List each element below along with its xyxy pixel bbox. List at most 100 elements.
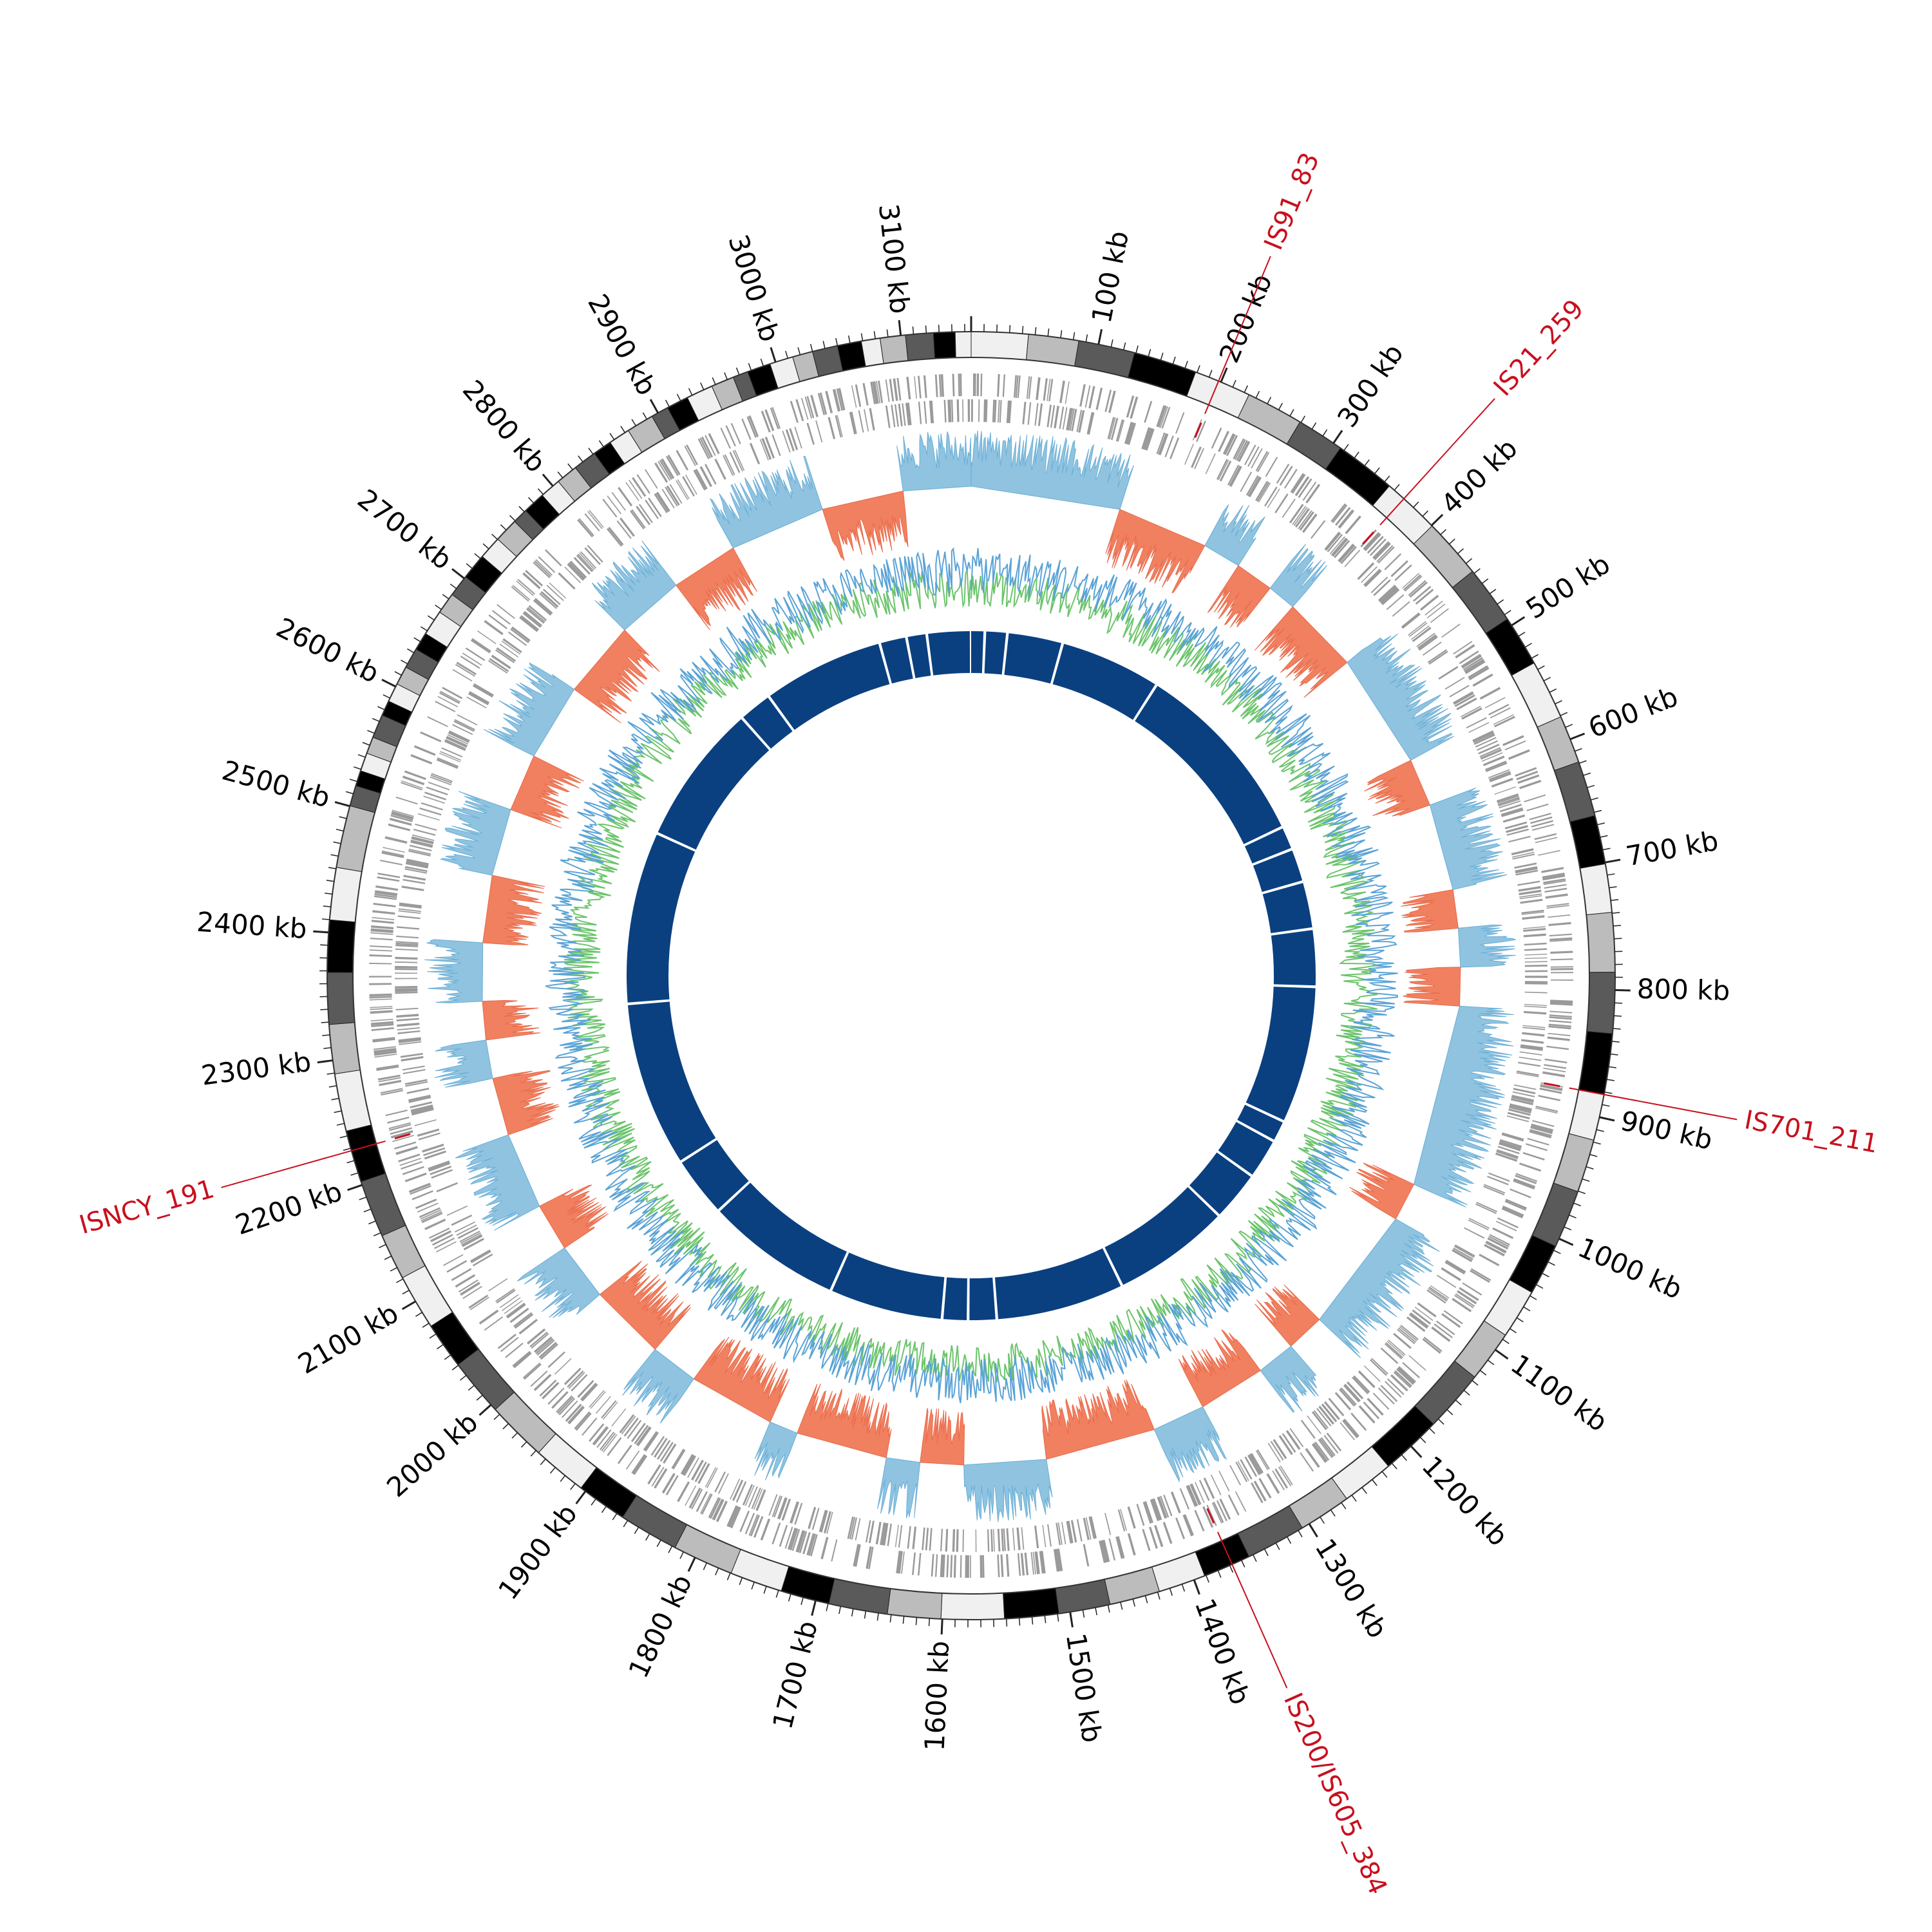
cds-feature — [1516, 770, 1539, 781]
cds-feature — [1065, 381, 1070, 404]
cds-feature — [654, 1437, 668, 1458]
cds-feature — [1184, 1514, 1194, 1536]
cds-feature — [524, 611, 543, 627]
scale-tick — [451, 568, 465, 580]
cds-feature — [1513, 1084, 1537, 1090]
cds-feature — [1385, 1381, 1402, 1398]
cds-feature — [408, 1182, 431, 1193]
cds-feature — [379, 1079, 402, 1086]
cds-feature — [1475, 1203, 1497, 1215]
cds-feature — [1459, 1287, 1479, 1302]
scale-tick — [1609, 886, 1617, 889]
cds-feature — [1388, 1340, 1406, 1356]
cds-feature — [1285, 1430, 1301, 1450]
karyotype-band — [860, 337, 884, 367]
karyotype-band — [1237, 1505, 1303, 1557]
cds-feature — [1444, 677, 1465, 690]
cds-feature — [828, 417, 836, 440]
cds-feature — [887, 1523, 892, 1546]
cds-feature — [397, 915, 421, 920]
cds-feature — [391, 812, 413, 820]
cds-feature — [542, 1381, 560, 1399]
scale-tick — [413, 637, 421, 643]
cds-feature — [1518, 1061, 1541, 1067]
cds-feature — [705, 464, 717, 485]
cds-feature — [651, 1466, 665, 1487]
cds-feature — [395, 1146, 418, 1155]
cds-feature — [1517, 774, 1540, 784]
cds-feature — [506, 1303, 526, 1319]
cds-feature — [432, 1234, 453, 1246]
cds-feature — [1524, 957, 1548, 960]
cds-feature — [790, 1501, 798, 1523]
cds-feature — [819, 1510, 827, 1532]
cds-feature — [1431, 1326, 1451, 1342]
cds-feature — [1378, 546, 1395, 564]
cds-feature — [456, 1224, 477, 1236]
cds-feature — [1417, 1302, 1437, 1318]
cds-feature — [1358, 1405, 1376, 1424]
cds-feature — [1515, 1175, 1537, 1184]
cds-feature — [677, 1481, 690, 1502]
cds-feature — [1020, 1553, 1025, 1576]
cds-feature — [430, 774, 453, 784]
cds-feature — [691, 1459, 704, 1481]
cds-feature — [410, 1185, 431, 1195]
cds-feature — [1142, 428, 1152, 450]
cds-feature — [1436, 1274, 1457, 1288]
cds-feature — [1194, 1510, 1205, 1531]
cds-feature — [1397, 1327, 1417, 1343]
cds-feature — [1481, 752, 1503, 762]
cds-feature — [1320, 1437, 1336, 1456]
cds-feature — [1524, 794, 1546, 802]
tick-label: 2400 kb — [196, 906, 308, 945]
cds-feature — [1488, 769, 1510, 779]
scale-tick — [401, 1300, 417, 1311]
cds-feature — [502, 638, 522, 654]
cds-feature — [835, 415, 842, 438]
cds-feature — [401, 780, 423, 789]
cds-feature — [1487, 1237, 1509, 1250]
cds-feature — [611, 1408, 627, 1427]
cds-feature — [1247, 476, 1261, 497]
scale-tick — [1217, 1570, 1222, 1578]
cds-feature — [1540, 1086, 1562, 1092]
cds-feature — [1195, 1482, 1205, 1503]
cds-feature — [1407, 621, 1426, 636]
scale-tick — [735, 367, 740, 375]
gc-skew-region — [1153, 1406, 1227, 1483]
cds-feature — [1468, 722, 1490, 733]
cds-feature — [1515, 767, 1537, 777]
cds-feature — [1054, 406, 1059, 429]
cds-feature — [446, 1260, 468, 1273]
cds-feature — [1218, 459, 1229, 480]
cds-feature — [1270, 1441, 1284, 1461]
gc-skew-region — [1413, 1005, 1514, 1208]
cds-feature — [1000, 1554, 1004, 1577]
cds-feature — [790, 1501, 800, 1524]
cds-feature — [901, 1551, 905, 1574]
gc-skew-region — [1178, 1329, 1261, 1408]
cds-feature — [1549, 1016, 1572, 1020]
scale-tick — [402, 1289, 410, 1294]
cds-feature — [1535, 837, 1558, 844]
cds-feature — [782, 430, 791, 453]
gc-skew-track — [424, 430, 1516, 1522]
cds-feature — [424, 791, 447, 800]
scale-tick — [1384, 475, 1390, 482]
scale-tick — [886, 329, 889, 337]
cds-feature — [1153, 1498, 1162, 1520]
cds-feature — [1363, 569, 1381, 586]
tick-label: 1000 kb — [1573, 1231, 1687, 1305]
cds-feature — [730, 1478, 741, 1500]
cds-feature — [1422, 1338, 1441, 1354]
cds-feature — [511, 626, 531, 642]
scale-tick — [511, 1432, 518, 1439]
scale-tick — [688, 388, 693, 396]
synteny-block — [1244, 828, 1291, 864]
cds-feature — [1332, 538, 1349, 557]
cds-feature — [777, 1497, 786, 1519]
cds-feature — [1357, 562, 1375, 580]
scale-tick — [1172, 356, 1176, 365]
